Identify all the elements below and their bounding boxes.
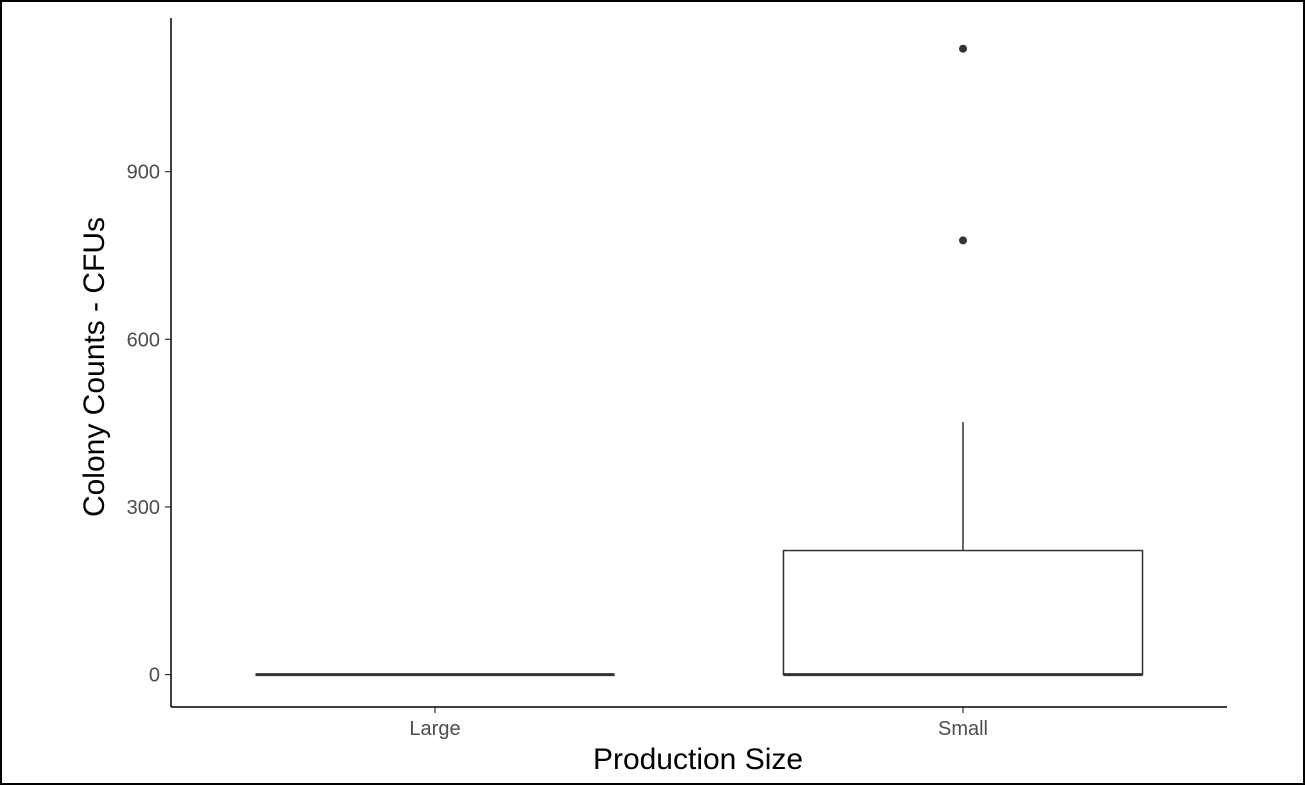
- y-tick-label: 0: [149, 665, 160, 687]
- x-tick-label: Small: [938, 718, 988, 740]
- box-small: [782, 44, 1144, 677]
- boxplot-marks: [255, 44, 1144, 677]
- y-tick-label: 600: [127, 329, 160, 351]
- y-tick-label: 300: [127, 497, 160, 519]
- y-axis-ticks: 0 300 600 900: [127, 162, 171, 687]
- x-axis-ticks: Large Small: [409, 707, 988, 740]
- outlier-point: [959, 236, 967, 245]
- box-body: [782, 549, 1144, 676]
- y-tick-label: 900: [127, 162, 160, 184]
- x-axis-title: Production Size: [593, 743, 803, 776]
- x-tick-label: Large: [409, 718, 460, 740]
- y-axis-title: Colony Counts - CFUs: [78, 217, 111, 517]
- outlier-point: [959, 44, 967, 53]
